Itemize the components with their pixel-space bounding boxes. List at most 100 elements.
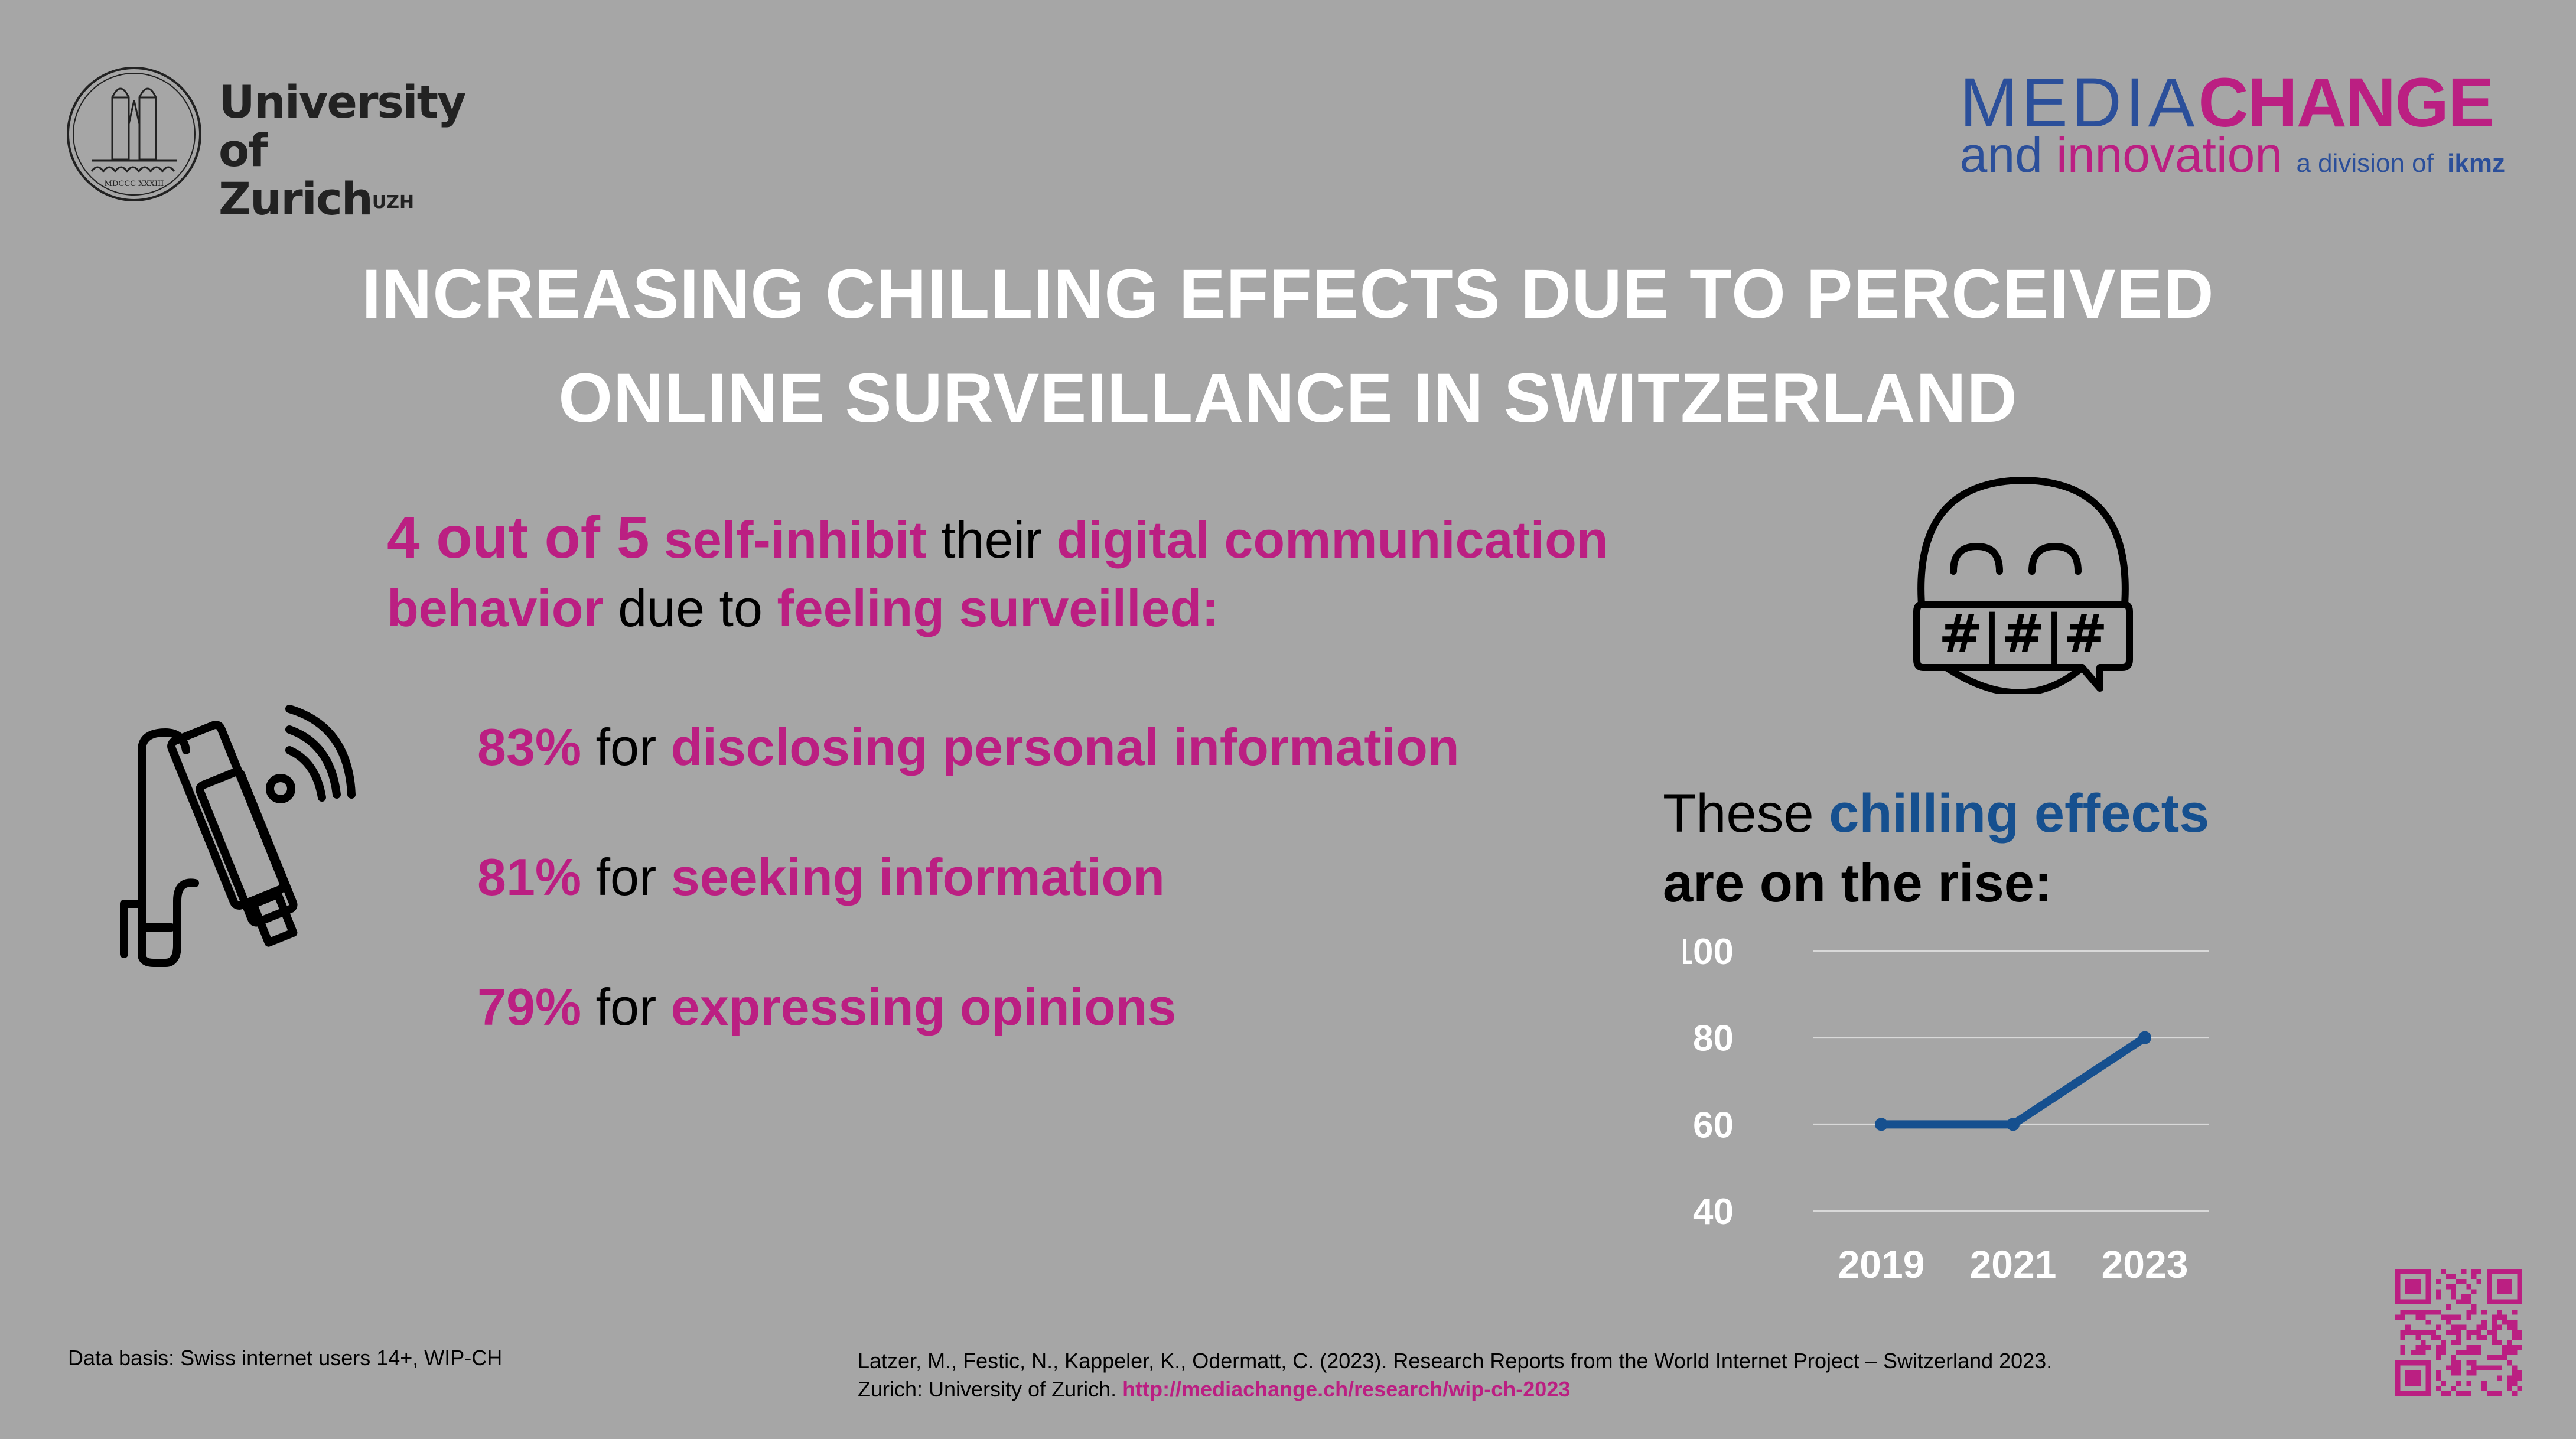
qr-module: [2492, 1340, 2497, 1345]
qr-module: [2512, 1309, 2518, 1315]
qr-module: [2425, 1269, 2431, 1305]
emoji-text: #|#|#: [1939, 603, 2107, 665]
qr-module: [2507, 1375, 2512, 1381]
mediachange-logo: MEDIACHANGE and innovation a division of…: [1960, 68, 2505, 187]
qr-module: [2435, 1350, 2441, 1356]
qr-module: [2507, 1324, 2512, 1330]
qr-module: [2517, 1330, 2522, 1335]
qr-module: [2456, 1334, 2461, 1340]
qr-module: [2405, 1324, 2411, 1330]
qr-module: [2497, 1391, 2502, 1396]
data-point: [2007, 1118, 2020, 1131]
qr-module: [2400, 1350, 2406, 1356]
qr-module: [2517, 1345, 2522, 1350]
qr-module: [2481, 1309, 2487, 1315]
qr-module: [2456, 1360, 2461, 1366]
qr-module: [2441, 1340, 2446, 1345]
qr-module: [2466, 1334, 2471, 1340]
qr-module: [2421, 1330, 2426, 1335]
qr-module: [2395, 1360, 2431, 1366]
qr-module: [2405, 1370, 2421, 1386]
data-point: [2138, 1031, 2151, 1044]
citation: Latzer, M., Festic, N., Kappeler, K., Od…: [858, 1347, 2052, 1404]
qr-module: [2451, 1355, 2457, 1360]
qr-module: [2512, 1330, 2518, 1335]
qr-module: [2395, 1269, 2431, 1274]
qr-module: [2451, 1340, 2457, 1345]
rise-highlight: chilling effects: [1829, 783, 2210, 844]
qr-module: [2517, 1269, 2522, 1305]
qr-module: [2451, 1365, 2457, 1370]
qr-module: [2400, 1345, 2406, 1350]
qr-module: [2400, 1309, 2406, 1315]
qr-module: [2486, 1355, 2492, 1360]
qr-module: [2415, 1345, 2421, 1350]
stat-item: 81% for seeking information: [477, 848, 1165, 907]
qr-module: [2486, 1330, 2492, 1335]
qr-module: [2446, 1304, 2451, 1310]
qr-module: [2461, 1350, 2467, 1356]
qr-module: [2517, 1375, 2522, 1381]
qr-module: [2512, 1391, 2518, 1396]
qr-module: [2476, 1324, 2482, 1330]
qr-module: [2476, 1279, 2482, 1284]
qr-module: [2476, 1334, 2482, 1340]
qr-module: [2481, 1385, 2487, 1391]
qr-module: [2441, 1314, 2446, 1320]
qr-module: [2415, 1330, 2421, 1335]
logo-division: a division of: [2296, 149, 2434, 178]
headline-verb: self-inhibit: [663, 510, 927, 569]
citation-link[interactable]: http://mediachange.ch/research/wip-ch-20…: [1122, 1377, 1571, 1401]
y-tick-label: 80: [1693, 1018, 1734, 1059]
qr-module: [2517, 1385, 2522, 1391]
qr-module: [2466, 1345, 2471, 1350]
qr-module: [2451, 1274, 2457, 1280]
y-tick-label: 40: [1693, 1191, 1734, 1232]
qr-module: [2425, 1360, 2431, 1396]
qr-module: [2471, 1370, 2477, 1376]
qr-module: [2497, 1279, 2512, 1294]
qr-module: [2435, 1370, 2441, 1376]
qr-module: [2466, 1314, 2471, 1320]
qr-module: [2451, 1284, 2457, 1290]
qr-module: [2471, 1274, 2477, 1280]
headline-count: 4 out of 5: [387, 504, 650, 571]
qr-module: [2517, 1370, 2522, 1376]
qr-module: [2410, 1309, 2416, 1315]
stat-for: for: [595, 848, 657, 906]
qr-module: [2435, 1334, 2441, 1340]
qr-module: [2476, 1269, 2482, 1274]
qr-module: [2512, 1370, 2518, 1376]
qr-module: [2435, 1345, 2441, 1350]
qr-module: [2486, 1299, 2522, 1305]
qr-module: [2466, 1330, 2471, 1335]
page-title: INCREASING CHILLING EFFECTS DUE TO PERCE…: [0, 242, 2576, 450]
qr-module: [2466, 1309, 2471, 1315]
x-tick-label: 2019: [1838, 1242, 1925, 1286]
qr-module: [2415, 1314, 2421, 1320]
qr-module: [2466, 1360, 2471, 1366]
qr-module: [2456, 1340, 2461, 1345]
qr-module: [2400, 1334, 2406, 1340]
uzh-line2: Zurich: [219, 172, 373, 225]
qr-module: [2456, 1350, 2461, 1356]
qr-module: [2492, 1320, 2497, 1325]
qr-module: [2441, 1345, 2446, 1350]
qr-module: [2395, 1269, 2401, 1305]
qr-module: [2502, 1314, 2507, 1320]
qr-module: [2502, 1345, 2507, 1350]
headline-object: digital communication: [1056, 510, 1608, 569]
qr-module: [2456, 1314, 2461, 1320]
qr-module: [2435, 1375, 2441, 1381]
qr-module: [2497, 1309, 2502, 1315]
qr-module: [2476, 1345, 2482, 1350]
stat-percent: 83%: [477, 718, 582, 776]
qr-module: [2507, 1360, 2512, 1366]
stat-for: for: [595, 978, 657, 1036]
qr-module: [2492, 1365, 2497, 1370]
qr-code-icon[interactable]: [2395, 1269, 2522, 1396]
qr-module: [2395, 1299, 2431, 1305]
qr-module: [2410, 1330, 2416, 1335]
citation-line2: Zurich: University of Zurich.: [858, 1377, 1117, 1401]
qr-module: [2471, 1360, 2477, 1366]
